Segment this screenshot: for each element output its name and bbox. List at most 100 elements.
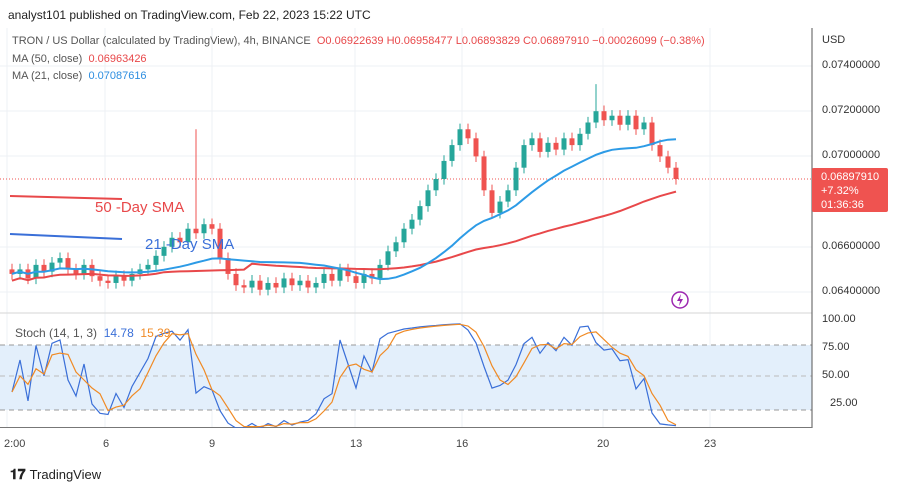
candle-body — [401, 228, 407, 243]
ohlc-low: L0.06893829 — [455, 35, 520, 47]
time-tick: 23 — [704, 438, 717, 450]
candle-body — [97, 276, 103, 281]
lightning-icon[interactable] — [671, 291, 689, 309]
candle-body — [185, 228, 191, 243]
candle-body — [489, 190, 495, 213]
candle-body — [657, 145, 663, 157]
candle-body — [321, 273, 327, 283]
price-tick: 0.07200000 — [822, 104, 881, 116]
candle-body — [249, 280, 255, 288]
stoch-k-value: 14.78 — [103, 326, 134, 340]
candle-body — [161, 246, 167, 256]
candle-body — [617, 115, 623, 125]
price-chart[interactable] — [0, 28, 900, 428]
ma21-legend[interactable]: MA (21, close) 0.07087616 — [12, 70, 147, 82]
candle-body — [585, 122, 591, 134]
publish-header: analyst101 published on TradingView.com,… — [8, 8, 371, 22]
candle-body — [457, 129, 463, 146]
candle-body — [353, 276, 359, 283]
candle-body — [545, 142, 551, 152]
candle-body — [113, 276, 119, 283]
candle-body — [305, 280, 311, 288]
stoch-tick: 100.00 — [822, 313, 856, 325]
ma50-value: 0.06963426 — [88, 53, 147, 65]
candle-body — [505, 190, 511, 202]
tradingview-logo-icon: 𝟏𝟕 — [10, 466, 26, 482]
candle-body — [641, 122, 647, 130]
candle-body — [193, 228, 199, 234]
candle-body — [673, 167, 679, 179]
candle-body — [49, 262, 55, 272]
candle-body — [9, 269, 15, 274]
price-tick: 0.06600000 — [822, 240, 881, 252]
candle-body — [361, 273, 367, 283]
candle-body — [529, 138, 535, 146]
ma50-legend[interactable]: MA (50, close) 0.06963426 — [12, 53, 147, 65]
candle-body — [57, 258, 63, 263]
candle-body — [345, 269, 351, 277]
candle-body — [65, 258, 71, 270]
candle-body — [609, 115, 615, 121]
price-tick: 0.06400000 — [822, 285, 881, 297]
candle-body — [241, 285, 247, 288]
ohlc-change: −0.00026099 (−0.38%) — [592, 35, 705, 47]
price-tick: 0.07400000 — [822, 59, 881, 71]
tradingview-logo[interactable]: 𝟏𝟕 TradingView — [10, 466, 101, 483]
ohlc-high: H0.06958477 — [386, 35, 453, 47]
candle-body — [601, 111, 607, 121]
candle-body — [41, 264, 47, 272]
candle-body — [537, 138, 543, 152]
time-tick: 9 — [209, 438, 216, 450]
time-tick: 6 — [103, 438, 110, 450]
candle-body — [577, 133, 583, 146]
ma21-label: MA (21, close) — [12, 70, 83, 82]
stoch-tick: 50.00 — [822, 369, 850, 381]
candle-body — [369, 273, 375, 279]
candle-body — [593, 111, 599, 123]
stoch-band — [0, 345, 812, 410]
candle-body — [417, 206, 423, 220]
candle-body — [393, 242, 399, 252]
candle-body — [257, 280, 263, 290]
candle-body — [233, 273, 239, 286]
candle-body — [337, 269, 343, 281]
candle-body — [329, 273, 335, 281]
ohlc-close: C0.06897910 — [523, 35, 590, 47]
price-tick: 0.07000000 — [822, 149, 881, 161]
currency-label: USD — [822, 34, 846, 46]
candle-body — [465, 129, 471, 139]
candle-body — [449, 145, 455, 161]
candle-body — [281, 278, 287, 288]
ma21-value: 0.07087616 — [88, 70, 147, 82]
tradingview-brand: TradingView — [29, 467, 102, 482]
candle-body — [209, 224, 215, 229]
sma50-annotation: 50 -Day SMA — [95, 199, 185, 216]
candle-body — [217, 228, 223, 259]
candle-body — [177, 237, 183, 243]
candle-body — [169, 237, 175, 247]
candle-body — [569, 138, 575, 146]
candle-body — [73, 269, 79, 274]
stoch-d-line — [11, 323, 677, 428]
candle-body — [273, 282, 279, 288]
ma21-line — [11, 138, 677, 281]
candle-body — [385, 251, 391, 265]
candle-body — [497, 201, 503, 213]
sma50-annotation-line — [9, 195, 123, 200]
candle-body — [625, 115, 631, 125]
time-tick: 13 — [350, 438, 363, 450]
candle-body — [441, 160, 447, 179]
candle-body — [225, 258, 231, 274]
candle-body — [145, 264, 151, 270]
symbol-title: TRON / US Dollar (calculated by TradingV… — [12, 35, 311, 47]
candle-body — [105, 280, 111, 283]
candle-body — [649, 122, 655, 146]
candle-body — [121, 276, 127, 281]
stoch-tick: 75.00 — [822, 341, 850, 353]
candle-body — [297, 280, 303, 286]
stoch-d-value: 15.39 — [140, 326, 171, 340]
candle-body — [153, 255, 159, 265]
candle-body — [89, 264, 95, 277]
time-tick: 2:00 — [4, 438, 26, 450]
stoch-legend[interactable]: Stoch (14, 1, 3) 14.78 15.39 — [15, 326, 170, 340]
